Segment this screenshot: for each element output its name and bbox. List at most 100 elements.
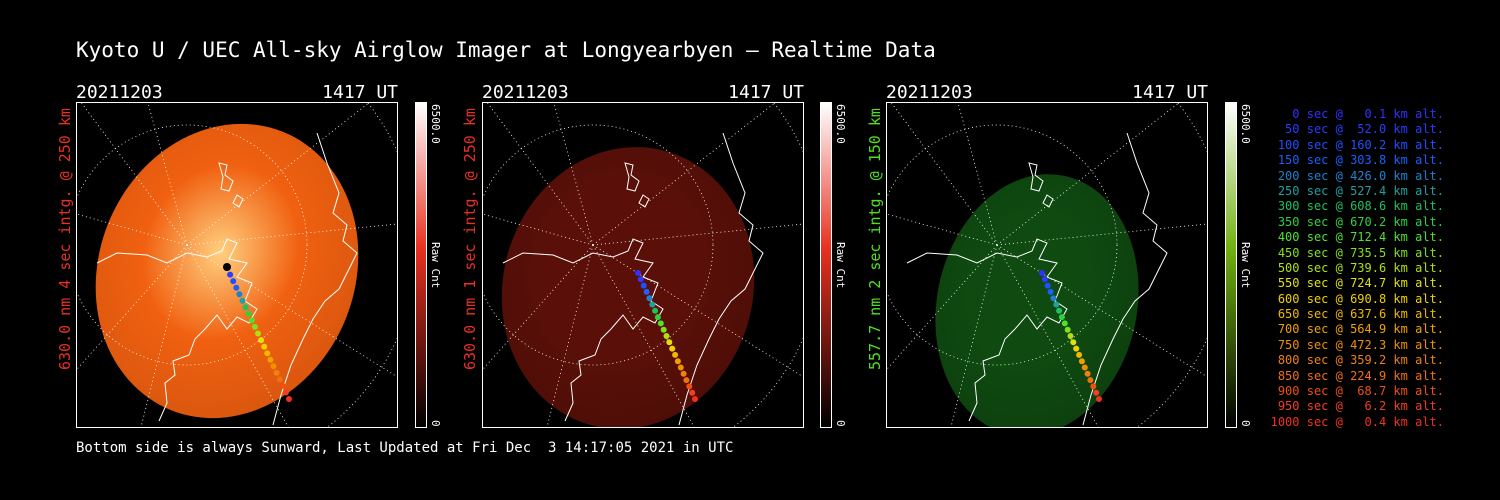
panel-2-colorbar [820,102,832,428]
panel-2-allsky-image [482,102,804,428]
legend-row: 850 sec @ 224.9 km alt. [1277,368,1444,383]
legend-row: 1000 sec @ 0.4 km alt. [1270,414,1444,429]
trajectory-dot [1093,389,1100,396]
trajectory-dot [1067,333,1074,339]
panel-1-allsky-image [76,102,398,428]
trajectory-dot [255,330,261,337]
trajectory-dot [660,326,667,333]
panel-2-cbar-max: 6500.0 [834,104,847,144]
trajectory-dot [236,291,243,298]
trajectory-dot [680,370,687,377]
trajectory-dot [649,301,656,308]
panel-1-svg [77,103,397,427]
trajectory-dot [270,363,277,370]
airglow-image [95,123,359,419]
panel-1-cbar-min: 0 [429,420,442,427]
legend-row: 450 sec @ 735.5 km alt. [1277,245,1444,260]
trajectory-legend: 0 sec @ 0.1 km alt. 50 sec @ 52.0 km alt.… [1262,107,1444,430]
trajectory-dot [279,382,286,389]
panel-2-svg [483,103,803,427]
legend-row: 250 sec @ 527.4 km alt. [1277,183,1444,198]
panel-3-cbar-unit: Raw Cnt [1239,242,1252,289]
trajectory-dot [233,284,240,291]
legend-row: 0 sec @ 0.1 km alt. [1292,107,1444,121]
trajectory-dot [635,270,641,276]
legend-row: 550 sec @ 724.7 km alt. [1277,276,1444,291]
trajectory-dot [692,396,698,402]
panel-1-cbar-max: 6500.0 [429,104,442,144]
trajectory-dot [1081,364,1088,371]
trajectory-dot [1096,396,1102,402]
trajectory-dot [689,389,696,396]
trajectory-dot [1053,301,1060,308]
trajectory-dot [245,310,252,317]
airglow-image [935,174,1139,427]
trajectory-dot [1084,370,1091,377]
panel-1-time: 1417 UT [322,82,398,103]
trajectory-dot [1044,282,1051,289]
trajectory-dot [1039,270,1045,276]
panel-2-date: 20211203 [482,82,569,103]
trajectory-dot [643,288,650,295]
trajectory-dot [1070,339,1077,346]
trajectory-dot [657,320,664,327]
legend-row: 200 sec @ 426.0 km alt. [1277,168,1444,183]
legend-row: 950 sec @ 6.2 km alt. [1277,399,1444,414]
trajectory-dot [1064,326,1071,333]
trajectory-dots [635,270,698,402]
trajectory-dot [669,345,676,352]
trajectory-dot [677,364,684,371]
trajectory-dot [227,271,234,278]
trajectory-dot [666,339,673,346]
trajectory-dot [1076,351,1083,358]
panel-3-colorbar [1225,102,1237,428]
trajectory-dot [230,278,237,285]
panel-1-date: 20211203 [76,82,163,103]
trajectory-dot [1061,320,1068,327]
trajectory-dot [1058,314,1065,321]
trajectory-dot [640,282,647,289]
legend-row: 900 sec @ 68.7 km alt. [1277,384,1444,399]
trajectory-dots [224,265,292,402]
trajectory-dot [267,356,274,363]
trajectory-dot [683,377,690,384]
legend-row: 350 sec @ 670.2 km alt. [1277,214,1444,229]
legend-row: 600 sec @ 690.8 km alt. [1277,291,1444,306]
panel-2-ylabel: 630.0 nm 1 sec intg. @ 250 km [461,108,479,370]
trajectory-dots [1039,270,1102,402]
panel-2-cbar-unit: Raw Cnt [834,242,847,289]
legend-row: 500 sec @ 739.6 km alt. [1277,260,1444,275]
trajectory-dot [282,389,289,396]
legend-row: 800 sec @ 359.2 km alt. [1277,353,1444,368]
panel-3-time: 1417 UT [1132,82,1208,103]
trajectory-dot [264,350,271,357]
trajectory-dot [1056,307,1063,314]
trajectory-dot [654,314,661,321]
panel-2-cbar-min: 0 [834,420,847,427]
trajectory-dot [672,351,679,358]
legend-row: 50 sec @ 52.0 km alt. [1285,122,1444,137]
trajectory-dot [1078,358,1085,365]
trajectory-dot [258,337,265,344]
trajectory-dot [1041,276,1048,283]
trajectory-dot [286,396,292,402]
panel-3-ylabel: 557.7 nm 2 sec intg. @ 150 km [866,108,884,370]
trajectory-dot [273,369,280,376]
trajectory-dot [663,333,670,339]
trajectory-dot [1090,383,1097,390]
trajectory-dot [1087,377,1094,384]
trajectory-dot [646,295,653,302]
trajectory-dot [1047,288,1054,295]
trajectory-dot [276,376,283,383]
legend-row: 700 sec @ 564.9 km alt. [1277,322,1444,337]
trajectory-dot [261,343,268,350]
panel-3-cbar-max: 6500.0 [1239,104,1252,144]
page-title: Kyoto U / UEC All-sky Airglow Imager at … [76,38,936,62]
panel-3-svg [887,103,1207,427]
panel-1-cbar-unit: Raw Cnt [429,242,442,289]
airglow-image [501,147,755,427]
trajectory-dot [674,358,681,365]
trajectory-dot [251,323,258,330]
legend-row: 750 sec @ 472.3 km alt. [1277,337,1444,352]
panel-1-ylabel: 630.0 nm 4 sec intg. @ 250 km [56,108,74,370]
